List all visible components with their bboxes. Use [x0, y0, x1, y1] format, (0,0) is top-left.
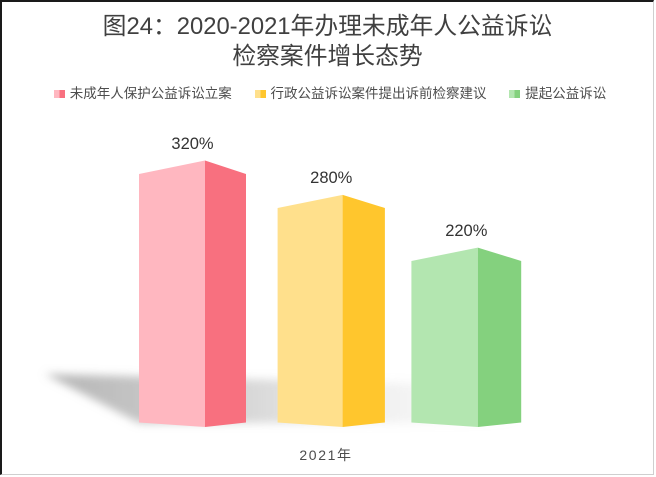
- svg-text:2021年: 2021年: [299, 447, 352, 463]
- svg-text:280%: 280%: [310, 169, 353, 187]
- svg-text:320%: 320%: [171, 135, 214, 153]
- svg-text:220%: 220%: [445, 222, 488, 240]
